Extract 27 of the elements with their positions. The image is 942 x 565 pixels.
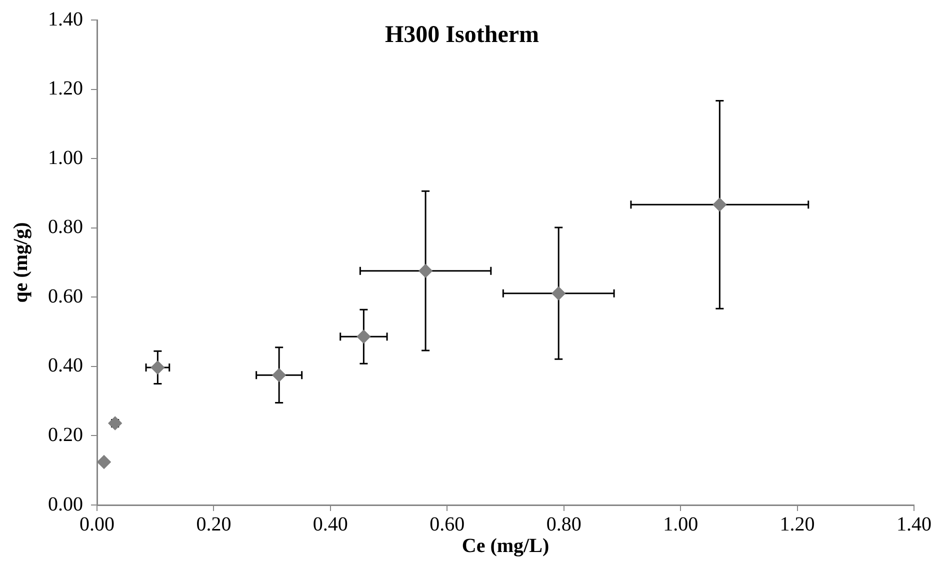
point [418,264,433,278]
point [108,416,122,430]
x-tick-label: 0.60 [430,513,465,536]
x-tick-label: 0.20 [196,513,232,536]
x-tick-label: 1.20 [780,513,815,536]
x-tick-label: 0.80 [546,513,582,536]
chart-title: H300 Isotherm [385,22,539,48]
point [97,455,112,470]
point [552,286,566,300]
y-tick-label: 0.80 [48,216,83,238]
point [272,368,286,382]
y-tick-label: 0.40 [48,354,83,377]
point [150,360,165,374]
y-tick-label: 0.00 [48,493,83,516]
y-tick-label: 1.20 [48,78,83,100]
point [356,330,371,344]
x-tick-label: 0.00 [80,513,114,536]
x-tick-label: 0.40 [312,513,348,536]
y-tick-label: 0.20 [48,424,83,446]
x-tick-label: 1.00 [663,513,698,536]
point [712,198,727,212]
y-axis-title: qe (mg/g) [10,222,32,303]
y-tick-label: 0.60 [48,285,83,308]
x-axis-title: Ce (mg/L) [462,535,550,558]
y-tick-label: 1.40 [48,8,83,30]
y-tick-label: 1.00 [48,146,83,169]
x-tick-label: 1.40 [896,513,932,536]
